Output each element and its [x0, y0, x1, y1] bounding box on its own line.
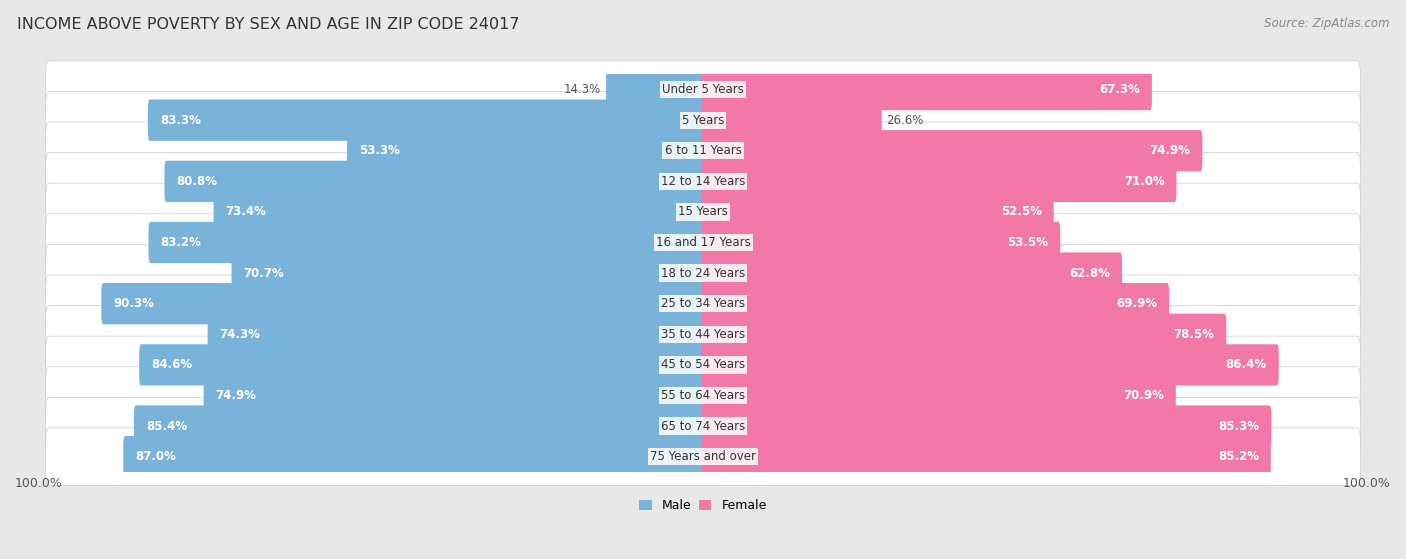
Text: 16 and 17 Years: 16 and 17 Years: [655, 236, 751, 249]
Text: Source: ZipAtlas.com: Source: ZipAtlas.com: [1264, 17, 1389, 30]
FancyBboxPatch shape: [45, 428, 1361, 485]
Text: Under 5 Years: Under 5 Years: [662, 83, 744, 96]
Text: 35 to 44 Years: 35 to 44 Years: [661, 328, 745, 341]
Text: 12 to 14 Years: 12 to 14 Years: [661, 175, 745, 188]
FancyBboxPatch shape: [702, 283, 1170, 324]
Text: 53.3%: 53.3%: [359, 144, 399, 157]
FancyBboxPatch shape: [45, 367, 1361, 424]
Text: 18 to 24 Years: 18 to 24 Years: [661, 267, 745, 280]
FancyBboxPatch shape: [149, 222, 704, 263]
FancyBboxPatch shape: [45, 214, 1361, 271]
FancyBboxPatch shape: [347, 130, 704, 172]
FancyBboxPatch shape: [204, 375, 704, 416]
FancyBboxPatch shape: [702, 436, 1271, 477]
Text: 67.3%: 67.3%: [1099, 83, 1140, 96]
Text: 90.3%: 90.3%: [114, 297, 155, 310]
Text: 70.9%: 70.9%: [1123, 389, 1164, 402]
FancyBboxPatch shape: [606, 69, 704, 110]
Text: 75 Years and over: 75 Years and over: [650, 450, 756, 463]
Text: 70.7%: 70.7%: [243, 267, 284, 280]
FancyBboxPatch shape: [214, 191, 704, 233]
Text: 74.3%: 74.3%: [219, 328, 260, 341]
Text: 69.9%: 69.9%: [1116, 297, 1157, 310]
Text: 52.5%: 52.5%: [1001, 206, 1042, 219]
FancyBboxPatch shape: [208, 314, 704, 355]
Text: 80.8%: 80.8%: [176, 175, 218, 188]
FancyBboxPatch shape: [45, 183, 1361, 241]
Text: 25 to 34 Years: 25 to 34 Years: [661, 297, 745, 310]
Text: 85.2%: 85.2%: [1218, 450, 1258, 463]
FancyBboxPatch shape: [702, 222, 1060, 263]
Text: 83.2%: 83.2%: [160, 236, 201, 249]
FancyBboxPatch shape: [702, 69, 1152, 110]
Text: 83.3%: 83.3%: [160, 113, 201, 127]
Text: 45 to 54 Years: 45 to 54 Years: [661, 358, 745, 371]
FancyBboxPatch shape: [45, 122, 1361, 179]
FancyBboxPatch shape: [134, 405, 704, 447]
FancyBboxPatch shape: [702, 191, 1053, 233]
FancyBboxPatch shape: [45, 306, 1361, 363]
FancyBboxPatch shape: [702, 253, 1122, 294]
FancyBboxPatch shape: [45, 92, 1361, 149]
Text: 15 Years: 15 Years: [678, 206, 728, 219]
Text: 85.4%: 85.4%: [146, 420, 187, 433]
Text: 53.5%: 53.5%: [1007, 236, 1049, 249]
FancyBboxPatch shape: [139, 344, 704, 386]
FancyBboxPatch shape: [124, 436, 704, 477]
Text: 71.0%: 71.0%: [1123, 175, 1164, 188]
FancyBboxPatch shape: [702, 314, 1226, 355]
Text: 26.6%: 26.6%: [886, 113, 924, 127]
Text: 74.9%: 74.9%: [215, 389, 256, 402]
FancyBboxPatch shape: [45, 275, 1361, 333]
Text: 84.6%: 84.6%: [152, 358, 193, 371]
FancyBboxPatch shape: [702, 405, 1271, 447]
Text: 87.0%: 87.0%: [135, 450, 176, 463]
Text: 65 to 74 Years: 65 to 74 Years: [661, 420, 745, 433]
Legend: Male, Female: Male, Female: [634, 494, 772, 518]
FancyBboxPatch shape: [101, 283, 704, 324]
FancyBboxPatch shape: [232, 253, 704, 294]
FancyBboxPatch shape: [702, 130, 1202, 172]
FancyBboxPatch shape: [702, 375, 1175, 416]
FancyBboxPatch shape: [702, 160, 1177, 202]
Text: 74.9%: 74.9%: [1150, 144, 1191, 157]
Text: 14.3%: 14.3%: [564, 83, 602, 96]
Text: INCOME ABOVE POVERTY BY SEX AND AGE IN ZIP CODE 24017: INCOME ABOVE POVERTY BY SEX AND AGE IN Z…: [17, 17, 519, 32]
Text: 78.5%: 78.5%: [1174, 328, 1215, 341]
FancyBboxPatch shape: [45, 336, 1361, 394]
Text: 55 to 64 Years: 55 to 64 Years: [661, 389, 745, 402]
Text: 73.4%: 73.4%: [225, 206, 266, 219]
Text: 86.4%: 86.4%: [1226, 358, 1267, 371]
FancyBboxPatch shape: [45, 397, 1361, 455]
Text: 62.8%: 62.8%: [1069, 267, 1111, 280]
Text: 5 Years: 5 Years: [682, 113, 724, 127]
FancyBboxPatch shape: [702, 100, 882, 141]
Text: 6 to 11 Years: 6 to 11 Years: [665, 144, 741, 157]
FancyBboxPatch shape: [45, 244, 1361, 302]
FancyBboxPatch shape: [165, 160, 704, 202]
FancyBboxPatch shape: [148, 100, 704, 141]
FancyBboxPatch shape: [45, 153, 1361, 210]
FancyBboxPatch shape: [702, 344, 1278, 386]
Text: 85.3%: 85.3%: [1219, 420, 1260, 433]
FancyBboxPatch shape: [45, 61, 1361, 119]
